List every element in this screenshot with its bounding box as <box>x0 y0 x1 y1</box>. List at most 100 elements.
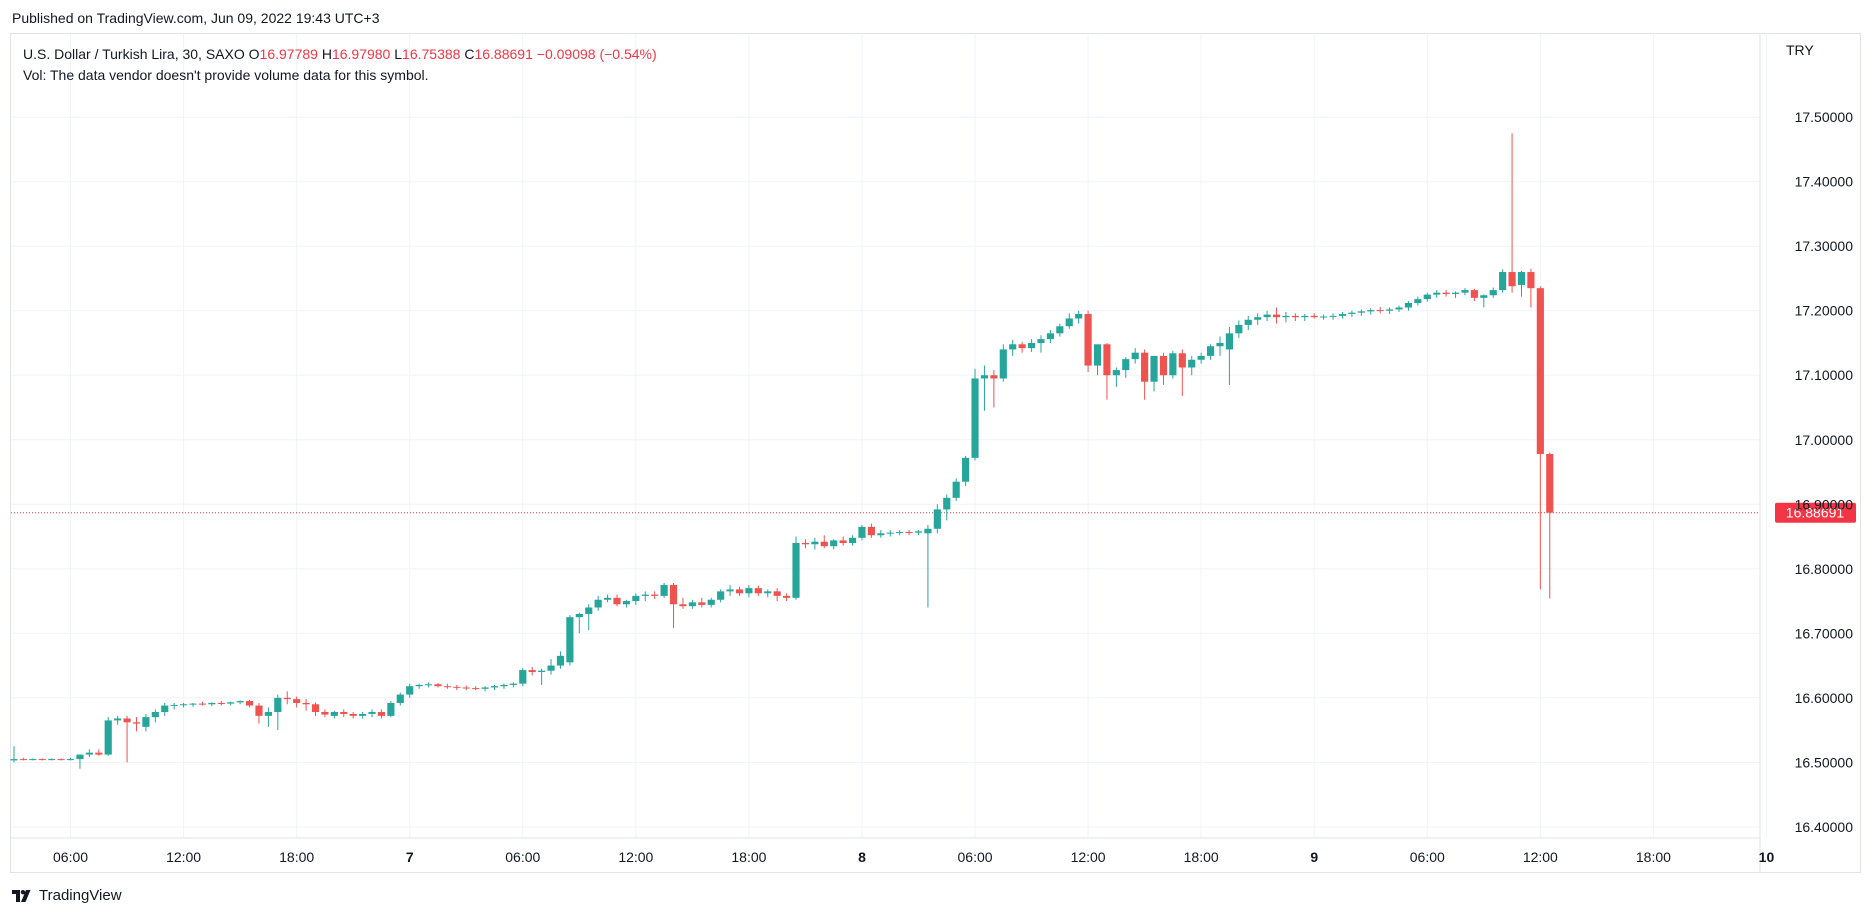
candle-down <box>472 686 480 691</box>
candle-body <box>980 375 989 379</box>
candle-body <box>896 532 904 534</box>
candle-down <box>95 749 103 756</box>
candle-body <box>76 754 84 760</box>
y-tick-label: 16.40000 <box>1795 819 1854 835</box>
candle-body <box>1508 272 1516 287</box>
ohlc-legend: U.S. Dollar / Turkish Lira, 30, SAXO O16… <box>23 46 657 62</box>
candle-body <box>48 759 56 761</box>
candle-up <box>387 701 395 718</box>
candle-up <box>1301 313 1309 322</box>
last-price-line: 16.88691 <box>11 502 1856 523</box>
candle-body <box>189 703 197 705</box>
candle-down <box>754 585 762 596</box>
candle-up <box>980 365 989 411</box>
candle-body <box>867 526 875 536</box>
candle-up <box>396 692 404 706</box>
candle-up <box>66 757 75 761</box>
candle-body <box>688 602 696 607</box>
open-label: O <box>248 46 260 62</box>
candle-body <box>603 597 612 600</box>
candle-up <box>594 595 602 611</box>
x-tick-label: 7 <box>406 849 414 865</box>
candle-up <box>500 683 508 689</box>
candle-down <box>679 597 687 609</box>
candle-body <box>1357 311 1365 313</box>
candle-body <box>1046 333 1054 340</box>
candle-up <box>1197 352 1205 364</box>
candle-up <box>717 589 725 603</box>
x-tick-label: 18:00 <box>1184 849 1219 865</box>
candle-body <box>792 542 800 598</box>
y-tick-label: 16.60000 <box>1795 690 1854 706</box>
close-label: C <box>464 46 475 62</box>
candle-up <box>1027 339 1036 353</box>
candle-body <box>1546 453 1554 513</box>
candle-body <box>575 613 583 618</box>
candle-up <box>236 700 244 705</box>
candle-body <box>1451 292 1460 294</box>
candle-up <box>1122 357 1130 378</box>
candle-up <box>180 702 188 708</box>
candle-body <box>1084 313 1092 366</box>
candle-body <box>641 594 649 596</box>
candle-down <box>698 597 706 608</box>
candle-body <box>1225 333 1233 350</box>
low-label: L <box>394 46 403 62</box>
grid <box>11 34 1767 838</box>
candle-body <box>283 697 291 700</box>
candle-up <box>971 368 979 461</box>
candle-body <box>198 703 207 705</box>
candle-body <box>472 688 480 690</box>
candle-up <box>792 536 800 600</box>
candle-up <box>1433 290 1441 298</box>
candle-body <box>349 713 357 716</box>
candle-up <box>1206 344 1215 360</box>
candle-down <box>783 593 791 602</box>
candle-body <box>1159 355 1168 376</box>
candle-body <box>1093 344 1102 366</box>
y-tick-label: 17.50000 <box>1795 109 1854 125</box>
candle-body <box>293 699 301 703</box>
candle-down <box>1084 310 1092 373</box>
x-tick-label: 12:00 <box>1071 849 1106 865</box>
candle-body <box>453 686 461 688</box>
candle-up <box>830 539 838 550</box>
candle-body <box>1527 272 1535 289</box>
candle-up <box>1169 350 1177 379</box>
candle-body <box>528 670 536 673</box>
candle-up <box>1075 310 1083 324</box>
candle-body <box>1480 295 1488 298</box>
candle-body <box>669 584 678 605</box>
candle-up <box>1414 296 1422 306</box>
y-tick-label: 16.80000 <box>1795 561 1854 577</box>
candle-body <box>142 717 150 727</box>
tradingview-brand[interactable]: TradingView <box>12 887 122 904</box>
candle-body <box>1320 316 1328 318</box>
candle-body <box>877 533 885 536</box>
candle-down <box>255 702 263 724</box>
candle-body <box>38 759 46 761</box>
candle-body <box>321 712 329 715</box>
candle-body <box>217 702 225 704</box>
candle-down <box>245 699 254 708</box>
candle-body <box>368 712 376 714</box>
candle-body <box>311 704 320 713</box>
candle-up <box>1093 344 1102 376</box>
candle-up <box>76 754 84 769</box>
candle-up <box>490 684 499 691</box>
candle-up <box>660 582 668 598</box>
candle-body <box>1376 310 1384 312</box>
candle-body <box>1489 290 1497 296</box>
candle-body <box>1461 290 1469 293</box>
x-tick-label: 06:00 <box>958 849 993 865</box>
candle-body <box>415 684 423 687</box>
candle-body <box>66 759 75 761</box>
candle-body <box>1423 294 1431 300</box>
candle-body <box>1150 355 1158 382</box>
candle-up <box>1423 292 1431 302</box>
candle-down <box>349 712 357 719</box>
candle-down <box>19 757 28 761</box>
candle-body <box>481 687 489 689</box>
candle-up <box>952 478 960 502</box>
